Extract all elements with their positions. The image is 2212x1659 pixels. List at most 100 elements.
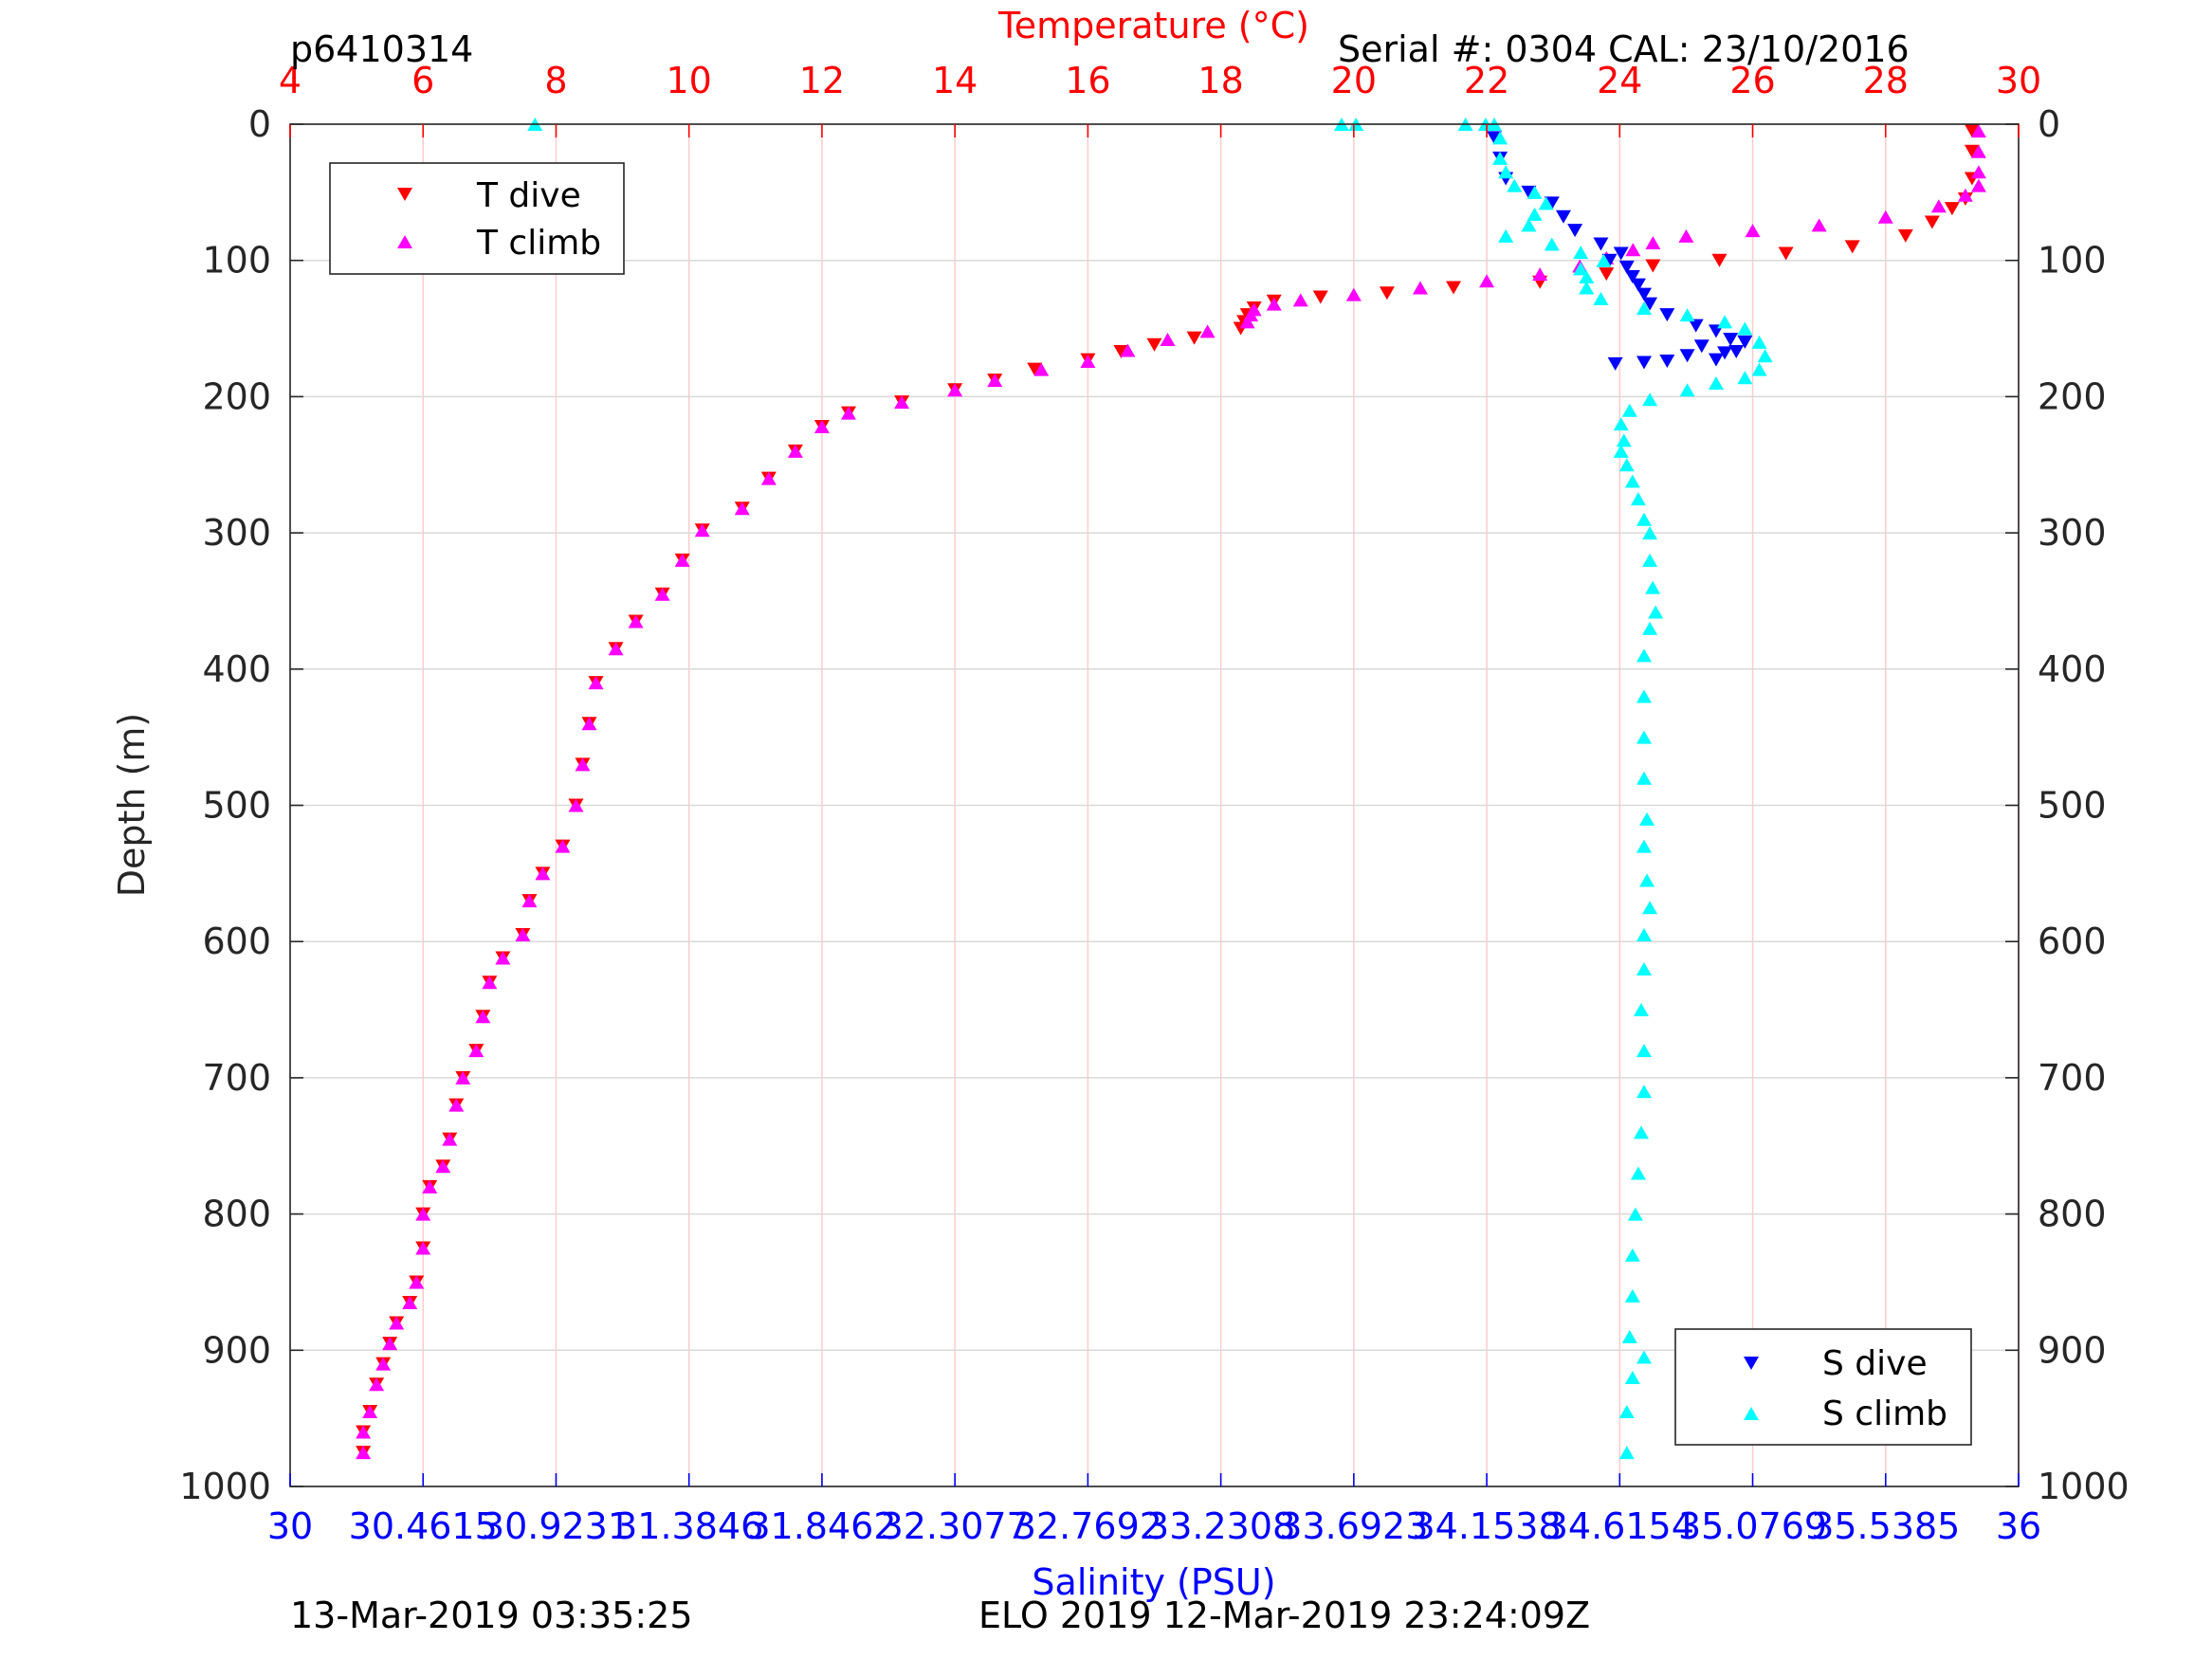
legend-t-climb-label: T climb [476, 224, 601, 263]
s-climb-point [1636, 689, 1653, 703]
s-climb-point [1596, 253, 1612, 267]
t-climb-point [588, 676, 604, 690]
salinity-tick-label: 35.5385 [1811, 1505, 1960, 1547]
s-climb-point [1751, 335, 1767, 349]
s-climb-point [1642, 621, 1658, 635]
t-climb-point [608, 642, 624, 656]
s-climb-point [1573, 246, 1589, 260]
t-climb-point [382, 1337, 398, 1351]
legend-s-dive-marker [1744, 1357, 1759, 1370]
legend-salinity: S dive S climb [1674, 1328, 1972, 1446]
temperature-tick-label: 30 [1996, 60, 2041, 101]
s-climb-point [1624, 1248, 1640, 1262]
legend-s-climb-label: S climb [1822, 1395, 1947, 1433]
s-climb-point [1621, 403, 1637, 417]
t-climb-point [482, 975, 498, 990]
temperature-axis-label: Temperature (°C) [997, 5, 1309, 46]
temperature-tick-label: 20 [1331, 60, 1377, 101]
temperature-tick-label: 14 [932, 60, 978, 101]
s-dive-point [1487, 131, 1503, 145]
t-climb-point [1970, 144, 1986, 158]
t-climb-point [1199, 324, 1216, 338]
t-climb-point [448, 1098, 465, 1112]
legend-t-dive-label: T dive [476, 176, 581, 215]
data-markers [356, 118, 1986, 1460]
s-dive-point [1679, 349, 1695, 363]
t-climb-point [435, 1159, 451, 1174]
t-climb-point [1678, 228, 1694, 243]
t-dive-point [1645, 259, 1661, 273]
legend-s-dive-label: S dive [1822, 1344, 1928, 1383]
s-climb-point [1636, 771, 1653, 785]
salinity-tick-label: 35.0769 [1678, 1505, 1827, 1547]
t-climb-point [787, 444, 803, 458]
s-climb-point [1633, 1003, 1649, 1017]
s-climb-point [1636, 839, 1653, 853]
t-climb-point [1970, 124, 1986, 138]
depth-tick-label-left: 300 [202, 512, 271, 554]
s-climb-point [1642, 526, 1658, 540]
t-climb-point [415, 1207, 431, 1221]
t-climb-point [1239, 315, 1255, 329]
t-dive-point [1379, 286, 1395, 301]
t-climb-point [814, 420, 830, 434]
t-climb-point [1080, 355, 1096, 369]
t-climb-point [555, 839, 571, 853]
s-climb-point [1618, 458, 1635, 472]
s-climb-point [1621, 1329, 1637, 1343]
s-climb-point [1642, 392, 1658, 407]
s-climb-point [1636, 961, 1653, 975]
s-climb-point [1717, 315, 1733, 329]
depth-tick-label-left: 0 [248, 103, 271, 145]
s-dive-point [1624, 269, 1640, 283]
salinity-tick-label: 30 [267, 1505, 313, 1547]
t-dive-point [1844, 240, 1860, 254]
t-climb-point [356, 1446, 372, 1460]
s-dive-point [1642, 297, 1658, 311]
salinity-axis-label: Salinity (PSU) [1032, 1561, 1275, 1603]
s-climb-point [1624, 474, 1640, 488]
s-climb-point [1636, 1044, 1653, 1058]
legend-t-climb-marker [397, 235, 412, 248]
t-climb-point [581, 717, 597, 731]
temperature-tick-label: 4 [279, 60, 302, 101]
t-climb-point [1745, 224, 1761, 238]
depth-tick-label-right: 400 [2038, 648, 2107, 690]
t-climb-point [840, 406, 856, 420]
s-dive-point [1659, 355, 1675, 369]
t-climb-point [1532, 267, 1548, 282]
t-climb-point [1120, 343, 1136, 357]
t-climb-point [422, 1179, 438, 1194]
depth-tick-label-left: 500 [202, 785, 271, 827]
t-dive-point [1778, 246, 1794, 261]
temperature-tick-label: 18 [1197, 60, 1243, 101]
s-climb-point [1624, 1371, 1640, 1385]
s-climb-point [1679, 383, 1695, 397]
s-climb-point [1630, 492, 1646, 506]
t-dive-point [1944, 202, 1960, 216]
t-climb-point [575, 757, 591, 772]
temperature-tick-label: 8 [544, 60, 567, 101]
legend-temperature: T dive T climb [329, 162, 625, 275]
temperature-tick-label: 28 [1863, 60, 1909, 101]
salinity-tick-label: 31.8462 [747, 1505, 896, 1547]
s-dive-point [1607, 356, 1623, 371]
salinity-tick-label: 33.2308 [1146, 1505, 1295, 1547]
t-dive-point [1146, 337, 1162, 352]
depth-tick-label-left: 100 [202, 240, 271, 282]
s-climb-point [1737, 321, 1753, 336]
t-climb-point [415, 1241, 431, 1255]
temperature-tick-label: 26 [1729, 60, 1775, 101]
s-dive-point [1737, 335, 1753, 349]
s-climb-point [1618, 1404, 1635, 1418]
depth-tick-label-left: 600 [202, 921, 271, 962]
temperature-tick-label: 10 [667, 60, 712, 101]
s-climb-point [1616, 433, 1632, 447]
s-dive-point [1636, 356, 1653, 370]
depth-tick-label-right: 100 [2038, 240, 2107, 282]
s-dive-point [1567, 224, 1583, 238]
legend-t-dive-marker [397, 188, 412, 201]
s-climb-point [1636, 928, 1653, 942]
depth-tick-label-right: 800 [2038, 1194, 2107, 1235]
t-climb-point [1877, 210, 1893, 224]
